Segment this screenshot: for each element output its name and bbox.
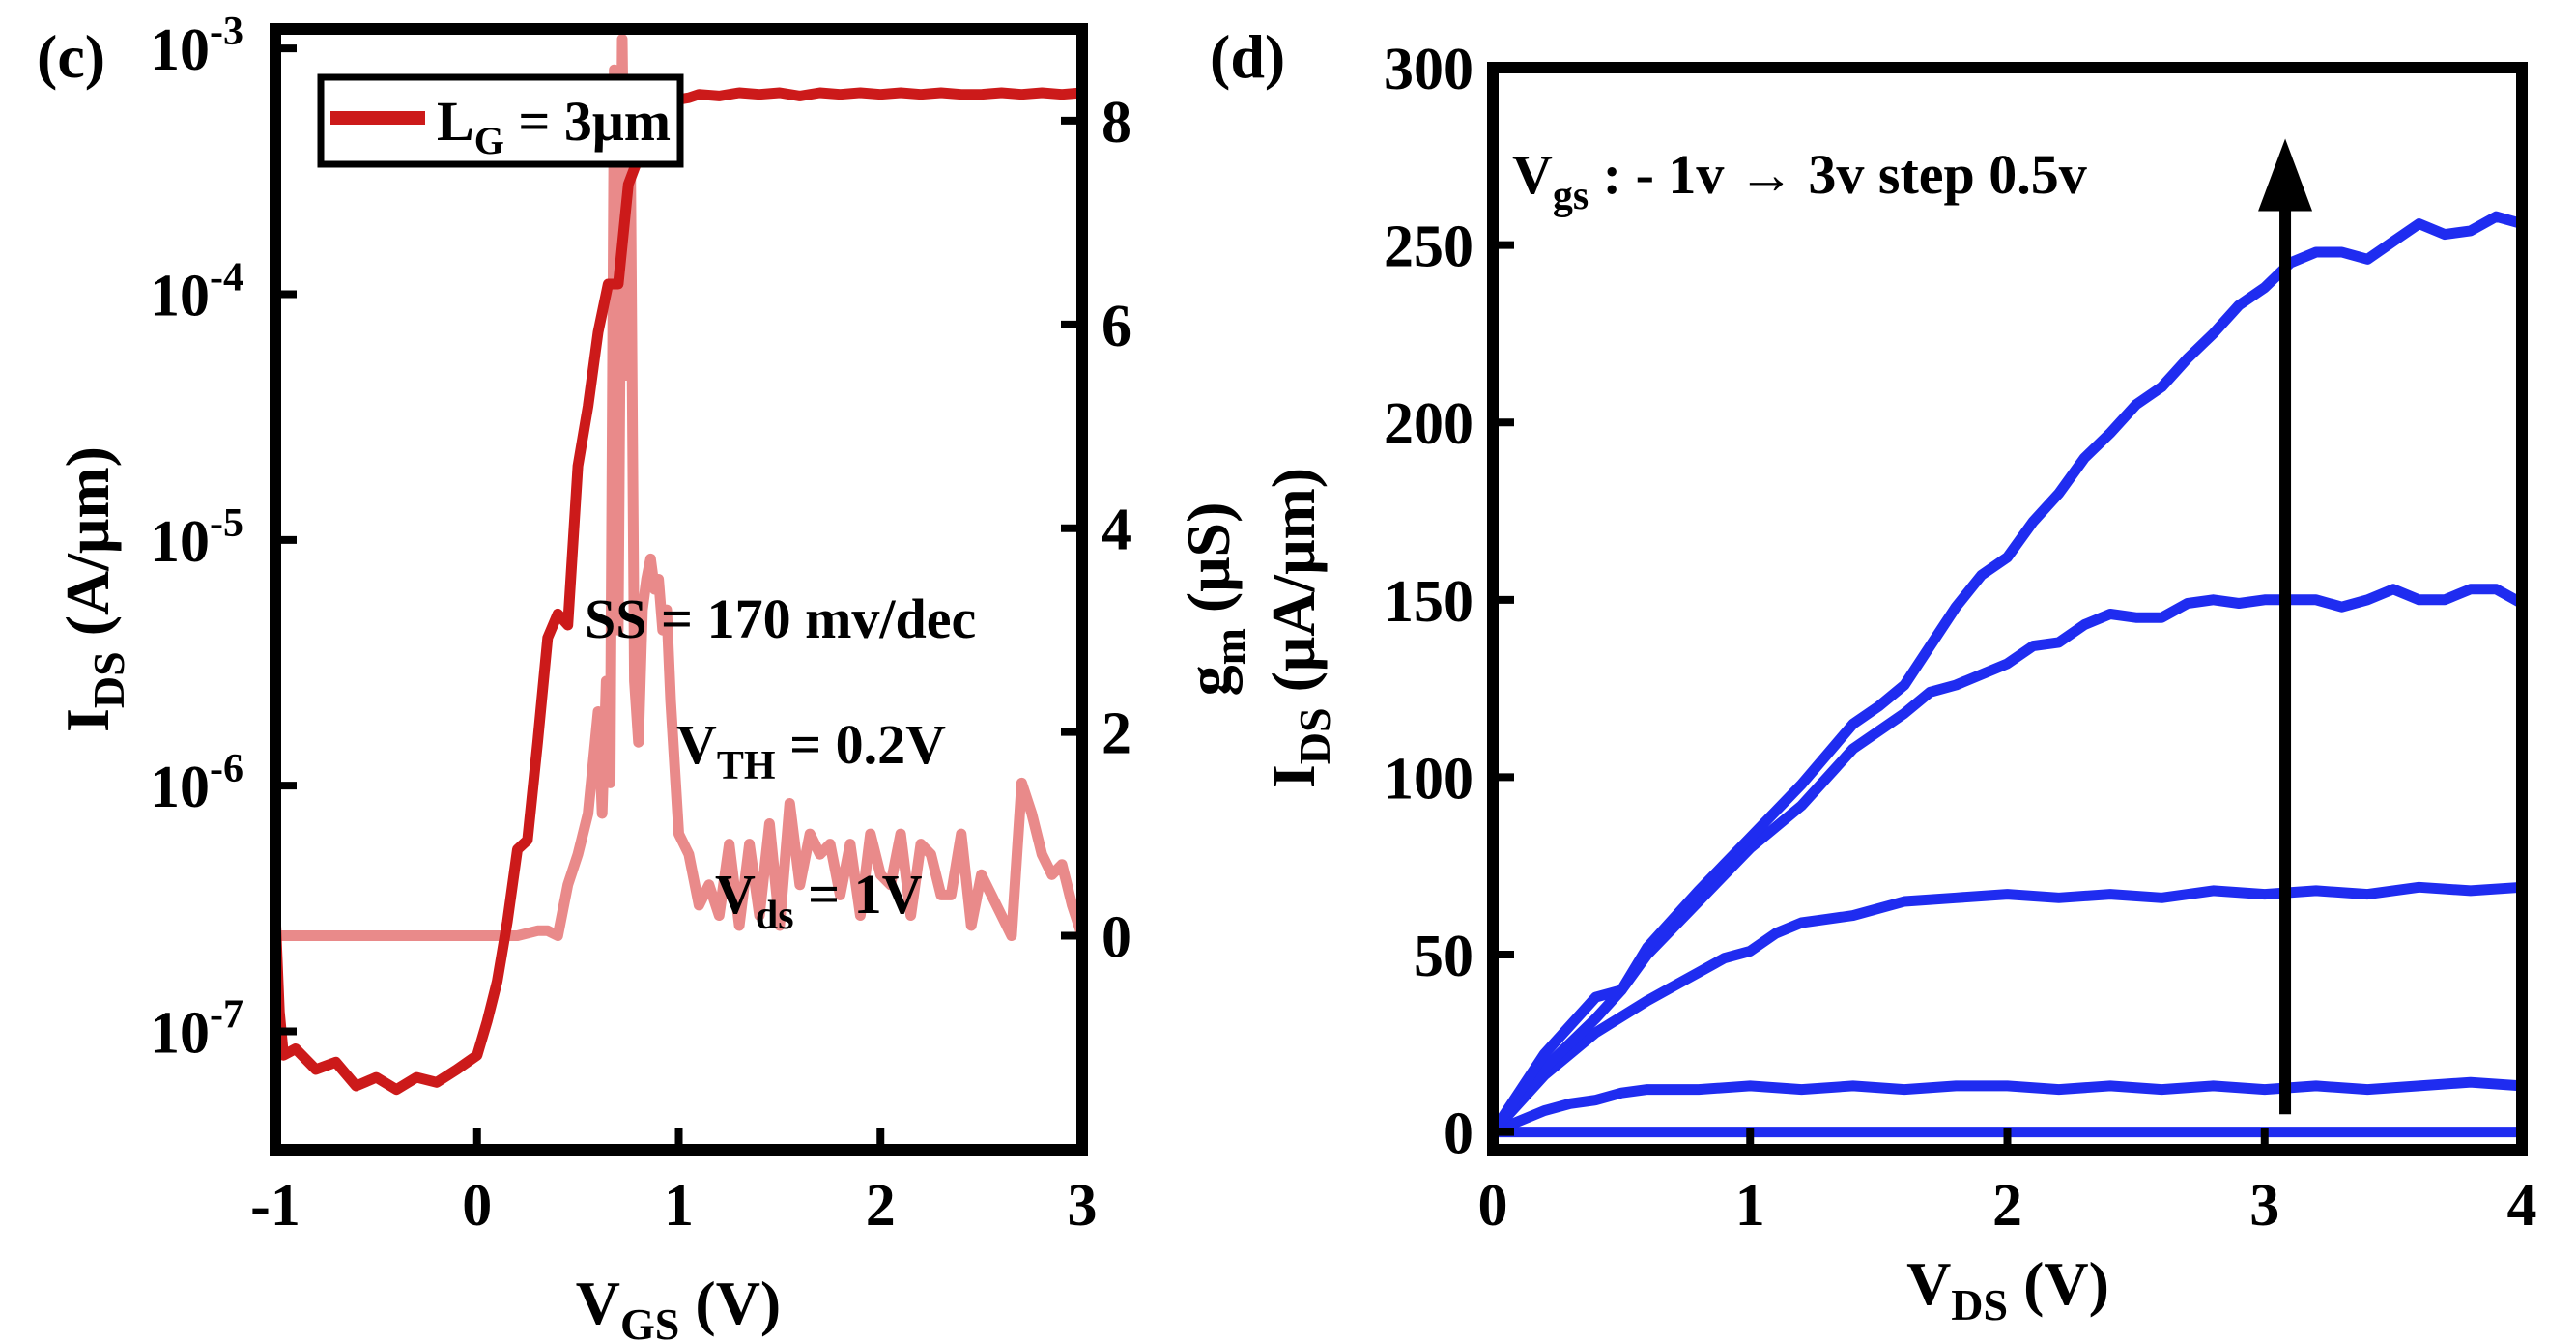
y-tick-label: 10-4 xyxy=(150,255,243,328)
y-tick-label: 300 xyxy=(1384,37,1474,102)
annotation-ss: SS = 170 mv/dec xyxy=(585,587,976,650)
annotation-vds: Vds = 1V xyxy=(715,863,923,938)
x-tick-label: -1 xyxy=(250,1173,301,1239)
y-tick-label: 200 xyxy=(1384,391,1474,457)
y-tick-label: 0 xyxy=(1444,1101,1474,1167)
y2-tick-label: 6 xyxy=(1102,294,1131,359)
panel-c-legend: LG = 3μm xyxy=(317,73,684,168)
y-tick-label: 10-6 xyxy=(150,747,243,820)
x-tick-label: 0 xyxy=(462,1173,492,1239)
y-tick-label: 100 xyxy=(1384,746,1474,812)
panel-c-y-ticks: 10-3 10-4 10-5 10-6 10-7 xyxy=(150,10,297,1067)
y-tick-label: 10-5 xyxy=(150,501,243,575)
y2-tick-label: 4 xyxy=(1102,498,1131,563)
panel-d-x-label: VDS (V) xyxy=(1906,1249,2109,1329)
series-line-i-ds xyxy=(270,87,1083,1096)
y-tick-label: 150 xyxy=(1384,569,1474,635)
series-line-curve4 xyxy=(1488,584,2525,1136)
x-tick-label: 4 xyxy=(2507,1173,2537,1239)
legend-label: LG = 3μm xyxy=(437,90,671,162)
x-tick-label: 2 xyxy=(866,1173,896,1239)
panel-c-y-label: IDS (A/μm) xyxy=(53,446,133,732)
x-tick-label: 1 xyxy=(664,1173,694,1239)
annotation-vgs: Vgs : - 1v → 3v step 0.5v xyxy=(1512,143,2087,218)
panel-c-x-label: VGS (V) xyxy=(576,1269,781,1342)
step-arrow xyxy=(2258,138,2313,1115)
panel-d-axes-box xyxy=(1487,62,2528,1156)
y-tick-label: 10-3 xyxy=(150,10,243,83)
x-tick-label: 3 xyxy=(1068,1173,1098,1239)
panel-c-y2-label: gm (μS) xyxy=(1174,502,1254,697)
panel-d-y-label: IDS (μA/μm) xyxy=(1259,468,1339,788)
panel-d-label: (d) xyxy=(1210,22,1285,91)
panel-c-x-ticks: -1 0 1 2 3 xyxy=(250,1128,1098,1239)
y2-tick-label: 0 xyxy=(1102,905,1131,971)
panel-c-label: (c) xyxy=(37,22,105,91)
series-line-curve5 xyxy=(1488,211,2524,1135)
series-line-curve3 xyxy=(1488,881,2523,1136)
panel-c-y2-ticks: 8 6 4 2 0 xyxy=(1061,90,1131,971)
panel-c-series xyxy=(270,34,1088,1096)
y2-tick-label: 2 xyxy=(1102,701,1131,767)
x-tick-label: 2 xyxy=(1992,1173,2022,1239)
series-line-g-m xyxy=(275,34,1088,941)
y-tick-label: 10-7 xyxy=(150,993,243,1067)
series-line-curve2 xyxy=(1490,1076,2523,1137)
annotation-vth: VTH = 0.2V xyxy=(676,713,946,788)
panel-d-y-ticks: 300 250 200 150 100 50 0 xyxy=(1384,37,1514,1167)
x-tick-label: 0 xyxy=(1478,1173,1508,1239)
panel-d-x-ticks: 0 1 2 3 4 xyxy=(1478,1128,2537,1239)
panel-d-series xyxy=(1488,211,2525,1138)
y2-tick-label: 8 xyxy=(1102,90,1131,156)
y-tick-label: 250 xyxy=(1384,214,1474,280)
panel-c: (c) -1 0 1 2 3 10-3 10-4 10-5 10-6 10-7 8 6 4 2 0 VG… xyxy=(37,10,1254,1342)
x-tick-label: 1 xyxy=(1735,1173,1765,1239)
x-tick-label: 3 xyxy=(2249,1173,2279,1239)
panel-d: (d) 0 1 2 3 4 300 250 200 150 100 50 0 Vgs : - 1v … xyxy=(1210,22,2537,1329)
y-tick-label: 50 xyxy=(1414,924,1474,989)
arrow-head xyxy=(2258,138,2313,212)
